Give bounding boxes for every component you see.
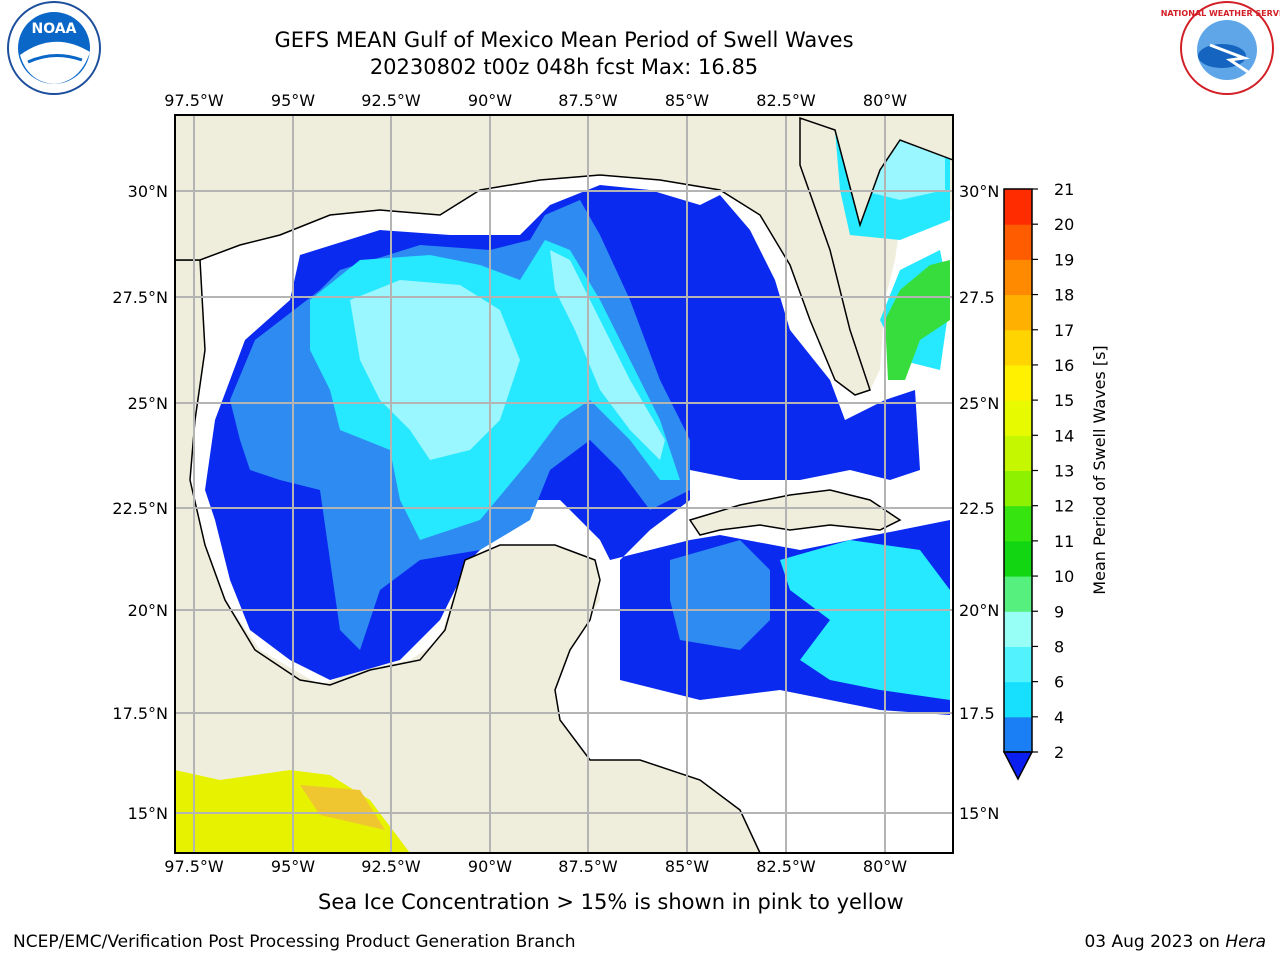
colorbar-tick-label: 15: [1054, 391, 1074, 410]
lat-label: 17.5°N: [112, 704, 168, 723]
colorbar-label: Mean Period of Swell Waves [s]: [1090, 345, 1109, 594]
colorbar-tick-label: 6: [1054, 673, 1064, 692]
lon-label: 97.5°W: [164, 91, 224, 110]
lat-label: 15°N: [959, 804, 999, 823]
colorbar-tick-label: 17: [1054, 321, 1074, 340]
colorbar-tick-label: 12: [1054, 497, 1074, 516]
svg-text:NOAA: NOAA: [32, 21, 77, 37]
lat-label: 25°N: [128, 394, 168, 413]
colorbar-segment: [1004, 435, 1032, 471]
colorbar-segment: [1004, 470, 1032, 507]
lon-label: 90°W: [468, 857, 512, 876]
date-stamp: 03 Aug 2023 on Hera: [1084, 932, 1266, 952]
colorbar-tick-label: 9: [1054, 602, 1064, 621]
lat-label: 27.5°N: [112, 288, 168, 307]
colorbar-tick-label: 18: [1054, 286, 1074, 305]
colorbar-segment: [1004, 540, 1032, 577]
sea-ice-note: Sea Ice Concentration > 15% is shown in …: [318, 890, 904, 914]
colorbar-tick-label: 13: [1054, 462, 1074, 481]
credit-text: NCEP/EMC/Verification Post Processing Pr…: [13, 932, 576, 952]
lon-labels-top: 97.5°W 95°W 92.5°W 90°W 87.5°W 85°W 82.5…: [164, 91, 907, 110]
lon-label: 82.5°W: [756, 91, 816, 110]
lat-label: 30°N: [959, 182, 999, 201]
lat-label: 25°N: [959, 394, 999, 413]
map-frame: [174, 114, 954, 854]
colorbar-segment: [1004, 224, 1032, 260]
colorbar-tick-label: 19: [1054, 250, 1074, 269]
colorbar-tick-label: 21: [1054, 180, 1074, 199]
lat-label: 27.5: [959, 288, 995, 307]
colorbar-segment: [1004, 364, 1032, 401]
colorbar: 2 4 6 8 9 10 11 12 13 14 15 16 17 18 19 20 21: [1002, 180, 1074, 781]
colorbar-segment: [1004, 611, 1032, 647]
host-name: Hera: [1225, 932, 1266, 952]
colorbar-segment: [1004, 329, 1032, 366]
lon-label: 92.5°W: [361, 857, 421, 876]
colorbar-segment: [1004, 400, 1032, 436]
colorbar-segment: [1004, 189, 1032, 225]
lat-label: 20°N: [128, 601, 168, 620]
lon-label: 97.5°W: [164, 857, 224, 876]
colorbar-segment: [1004, 716, 1032, 753]
colorbar-segment: [1004, 259, 1032, 296]
colorbar-segment: [1004, 681, 1032, 718]
map-subtitle: 20230802 t00z 048h fcst Max: 16.85: [369, 55, 759, 79]
map-title: GEFS MEAN Gulf of Mexico Mean Period of …: [274, 28, 854, 52]
lon-label: 95°W: [271, 857, 315, 876]
lon-label: 87.5°W: [558, 91, 618, 110]
lon-label: 80°W: [863, 91, 907, 110]
lon-label: 95°W: [271, 91, 315, 110]
date-text: 03 Aug 2023 on: [1084, 932, 1226, 952]
colorbar-tick-label: 14: [1054, 426, 1074, 445]
lon-label: 90°W: [468, 91, 512, 110]
lon-label: 80°W: [863, 857, 907, 876]
colorbar-tick-label: 10: [1054, 567, 1074, 586]
colorbar-segment: [1004, 505, 1032, 542]
colorbar-tick-label: 11: [1054, 532, 1074, 551]
map-gridlines: [175, 115, 953, 853]
lat-label: 15°N: [128, 804, 168, 823]
lon-label: 87.5°W: [558, 857, 618, 876]
lon-label: 92.5°W: [361, 91, 421, 110]
lat-labels-left: 30°N 27.5°N 25°N 22.5°N 20°N 17.5°N 15°N: [112, 182, 168, 823]
colorbar-segment: [1004, 576, 1032, 612]
lon-labels-bottom: 97.5°W 95°W 92.5°W 90°W 87.5°W 85°W 82.5…: [164, 857, 907, 876]
lon-label: 82.5°W: [756, 857, 816, 876]
lat-label: 22.5°N: [112, 499, 168, 518]
colorbar-extend: [1002, 751, 1034, 781]
noaa-logo: NOAA: [7, 1, 101, 95]
nws-logo: NATIONAL WEATHER SERVICE: [1161, 1, 1280, 95]
colorbar-tick-label: 2: [1054, 743, 1064, 762]
colorbar-segment: [1004, 646, 1032, 683]
svg-text:NATIONAL WEATHER SERVICE: NATIONAL WEATHER SERVICE: [1161, 9, 1280, 18]
lat-label: 20°N: [959, 601, 999, 620]
lon-label: 85°W: [665, 91, 709, 110]
colorbar-tick-label: 20: [1054, 215, 1074, 234]
colorbar-tick-label: 16: [1054, 356, 1074, 375]
lat-label: 30°N: [128, 182, 168, 201]
lat-label: 22.5: [959, 499, 995, 518]
lat-label: 17.5: [959, 704, 995, 723]
colorbar-tick-label: 8: [1054, 637, 1064, 656]
colorbar-segment: [1004, 294, 1032, 331]
lon-label: 85°W: [665, 857, 709, 876]
lat-labels-right: 30°N 27.5 25°N 22.5 20°N 17.5 15°N: [959, 182, 999, 823]
colorbar-tick-label: 4: [1054, 708, 1064, 727]
